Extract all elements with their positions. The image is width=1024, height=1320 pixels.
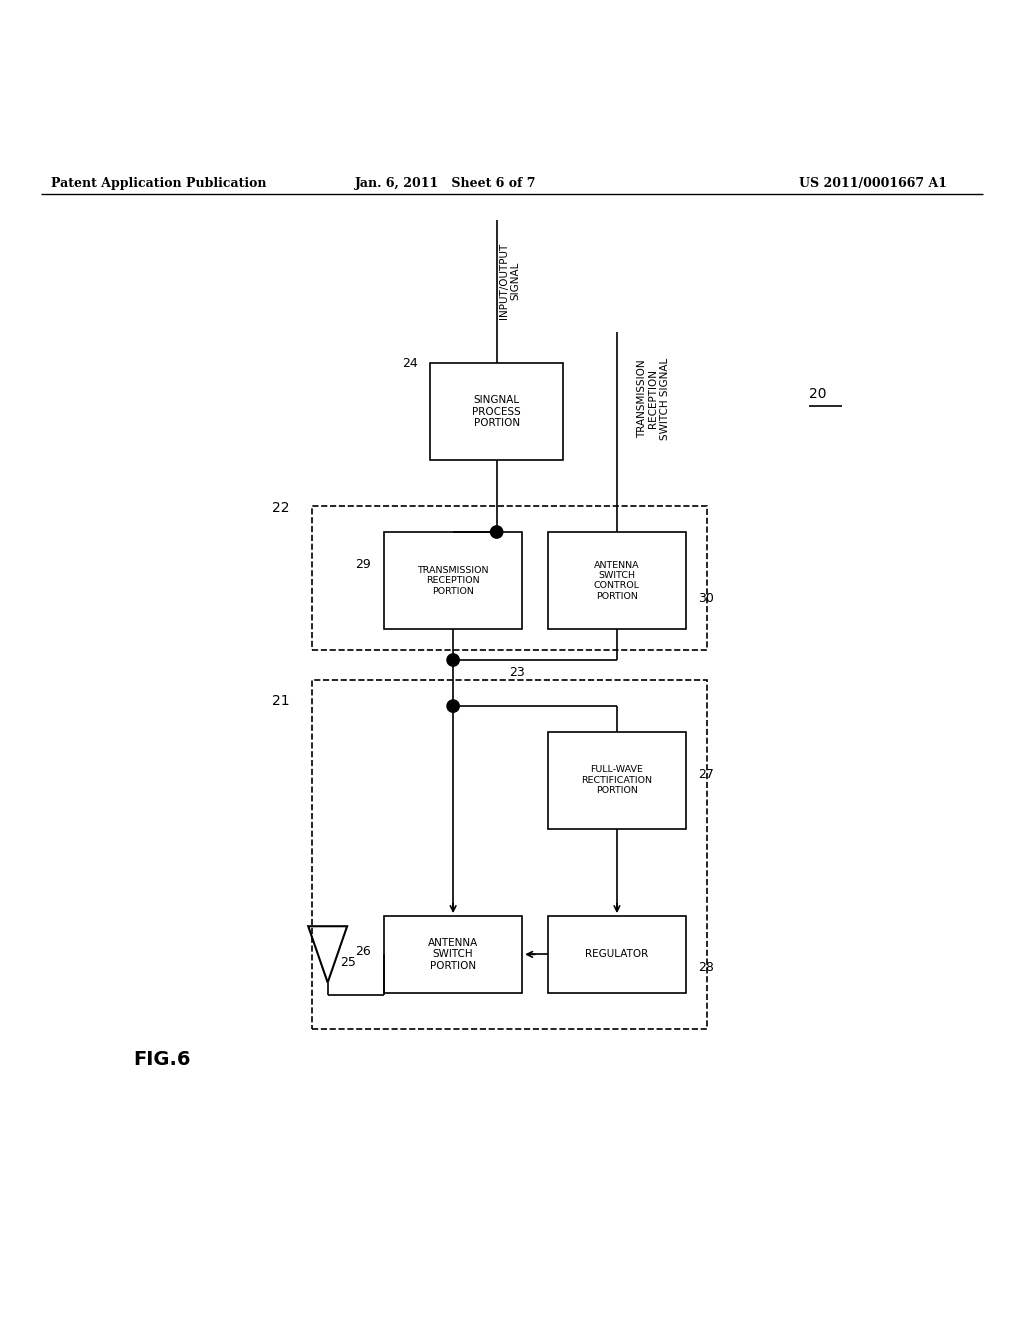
FancyBboxPatch shape bbox=[548, 916, 686, 993]
Text: Jan. 6, 2011   Sheet 6 of 7: Jan. 6, 2011 Sheet 6 of 7 bbox=[354, 177, 537, 190]
Text: SINGNAL
PROCESS
PORTION: SINGNAL PROCESS PORTION bbox=[472, 395, 521, 428]
Text: 23: 23 bbox=[509, 665, 524, 678]
Text: 30: 30 bbox=[698, 593, 715, 605]
Circle shape bbox=[490, 525, 503, 539]
FancyBboxPatch shape bbox=[548, 731, 686, 829]
FancyBboxPatch shape bbox=[384, 532, 522, 630]
Text: REGULATOR: REGULATOR bbox=[586, 949, 648, 960]
FancyBboxPatch shape bbox=[548, 532, 686, 630]
Text: 27: 27 bbox=[698, 768, 715, 781]
Text: FIG.6: FIG.6 bbox=[133, 1049, 190, 1069]
Text: Patent Application Publication: Patent Application Publication bbox=[51, 177, 266, 190]
Text: 28: 28 bbox=[698, 961, 715, 974]
Text: US 2011/0001667 A1: US 2011/0001667 A1 bbox=[799, 177, 947, 190]
Text: 29: 29 bbox=[355, 558, 371, 572]
Circle shape bbox=[446, 700, 459, 713]
Text: 21: 21 bbox=[272, 694, 290, 708]
Text: 20: 20 bbox=[809, 387, 826, 401]
Text: 22: 22 bbox=[272, 502, 290, 515]
FancyBboxPatch shape bbox=[384, 916, 522, 993]
Text: TRANSMISSION
RECEPTION
SWITCH SIGNAL: TRANSMISSION RECEPTION SWITCH SIGNAL bbox=[637, 358, 670, 440]
Text: INPUT/OUTPUT
SIGNAL: INPUT/OUTPUT SIGNAL bbox=[499, 243, 521, 319]
Text: TRANSMISSION
RECEPTION
PORTION: TRANSMISSION RECEPTION PORTION bbox=[418, 566, 488, 595]
Text: 25: 25 bbox=[340, 956, 356, 969]
Text: ANTENNA
SWITCH
CONTROL
PORTION: ANTENNA SWITCH CONTROL PORTION bbox=[594, 561, 640, 601]
FancyBboxPatch shape bbox=[430, 363, 563, 461]
Text: ANTENNA
SWITCH
PORTION: ANTENNA SWITCH PORTION bbox=[428, 937, 478, 972]
Text: 24: 24 bbox=[402, 356, 418, 370]
Text: FULL-WAVE
RECTIFICATION
PORTION: FULL-WAVE RECTIFICATION PORTION bbox=[582, 766, 652, 795]
Circle shape bbox=[446, 653, 459, 667]
Text: 26: 26 bbox=[355, 945, 371, 958]
